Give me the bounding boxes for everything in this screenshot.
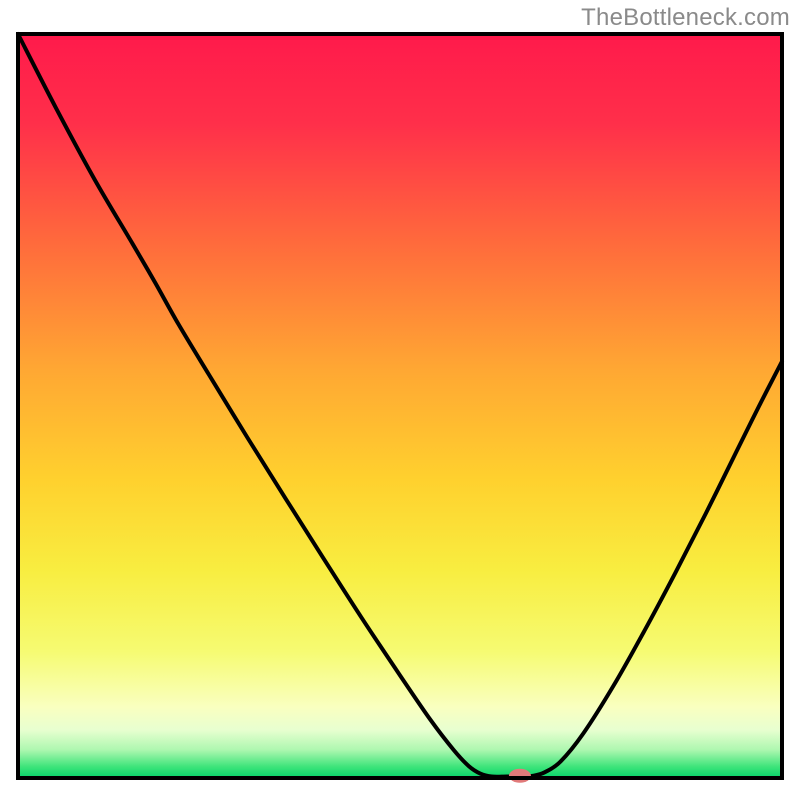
watermark-text: TheBottleneck.com [581, 4, 790, 32]
optimal-marker [509, 769, 531, 783]
bottleneck-chart: TheBottleneck.com [0, 0, 800, 800]
chart-svg [0, 0, 800, 800]
plot-background [18, 34, 782, 778]
